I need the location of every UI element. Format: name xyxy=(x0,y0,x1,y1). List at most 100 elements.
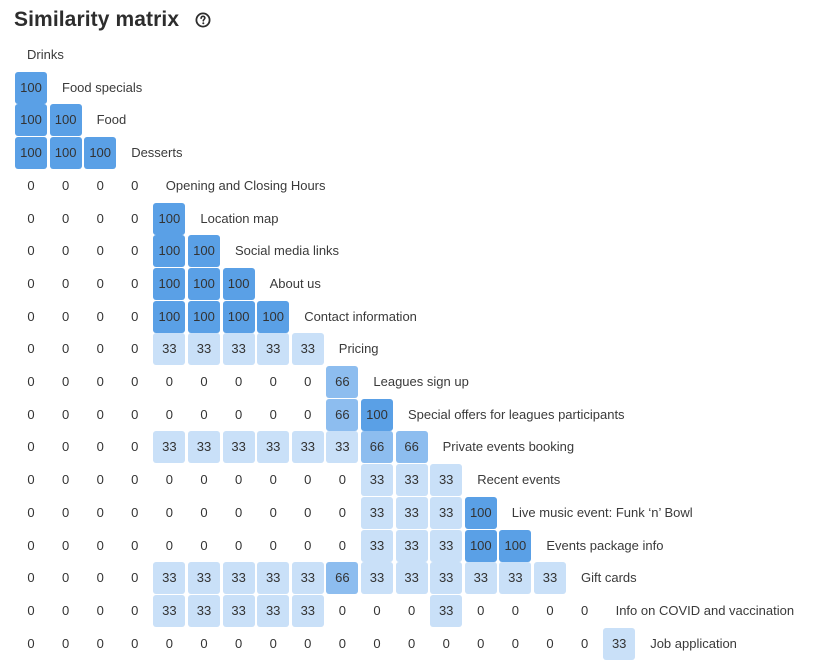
matrix-cell: 0 xyxy=(27,374,35,389)
matrix-cell: 0 xyxy=(131,602,139,618)
matrix-cell: 100 xyxy=(49,137,82,170)
matrix-cell: 0 xyxy=(165,504,173,520)
matrix-cell: 33 xyxy=(222,594,255,627)
matrix-cell: 66 xyxy=(326,398,359,431)
matrix-cell: 0 xyxy=(131,177,139,193)
row-label: Food specials xyxy=(62,79,143,95)
matrix-cell: 33 xyxy=(257,594,290,627)
matrix-cell: 0 xyxy=(511,635,519,651)
matrix-cell: 0 xyxy=(407,602,416,618)
matrix-cell: 0 xyxy=(269,406,277,422)
matrix-cell: 100 xyxy=(188,267,220,300)
matrix-cell: 0 xyxy=(165,472,173,488)
matrix-cell: 33 xyxy=(395,496,428,529)
matrix-cell: 0 xyxy=(96,177,104,193)
matrix-cell: 0 xyxy=(200,374,208,389)
matrix-cell: 0 xyxy=(96,504,104,520)
row-label: Private events booking xyxy=(442,439,575,455)
matrix-cell: 0 xyxy=(27,406,35,422)
question-circle-svg xyxy=(195,12,211,28)
question-circle-icon[interactable] xyxy=(195,12,211,28)
matrix-cell: 100 xyxy=(15,104,47,137)
row-label: Gift cards xyxy=(581,570,637,586)
matrix-cell: 33 xyxy=(153,333,186,366)
matrix-cell: 33 xyxy=(395,529,428,562)
matrix-cell: 0 xyxy=(61,635,70,651)
matrix-cell: 100 xyxy=(361,398,393,431)
matrix-cell: 0 xyxy=(61,308,70,324)
matrix-cell: 0 xyxy=(131,439,139,455)
matrix-cell: 33 xyxy=(430,594,463,627)
matrix-cell: 100 xyxy=(15,71,47,104)
matrix-cell: 0 xyxy=(131,635,139,651)
matrix-cell: 66 xyxy=(395,431,428,464)
matrix-cell: 0 xyxy=(546,635,554,651)
matrix-cell: 0 xyxy=(131,472,139,488)
matrix-cell: 0 xyxy=(269,374,277,389)
matrix-cell: 0 xyxy=(27,275,35,291)
row-label: Leagues sign up xyxy=(373,374,469,389)
matrix-cell: 0 xyxy=(96,635,104,651)
matrix-cell: 0 xyxy=(580,635,589,651)
matrix-cell: 0 xyxy=(338,635,346,651)
matrix-cell: 0 xyxy=(131,374,139,389)
matrix-cell: 100 xyxy=(84,137,117,170)
matrix-cell: 0 xyxy=(304,472,312,488)
matrix-cell: 0 xyxy=(131,537,139,553)
matrix-cell: 100 xyxy=(153,202,186,235)
row-label: Opening and Closing Hours xyxy=(165,177,326,193)
matrix-cell: 0 xyxy=(61,570,70,586)
matrix-cell: 100 xyxy=(15,137,47,170)
matrix-cell: 33 xyxy=(257,562,290,595)
matrix-cell: 0 xyxy=(27,341,35,357)
matrix-cell: 0 xyxy=(27,602,35,618)
row-label: Live music event: Funk ‘n’ Bowl xyxy=(511,504,693,520)
matrix-cell: 0 xyxy=(27,504,35,520)
matrix-cell: 0 xyxy=(304,635,312,651)
matrix-cell: 0 xyxy=(131,406,139,422)
matrix-cell: 0 xyxy=(165,537,173,553)
matrix-cell: 0 xyxy=(338,537,346,553)
matrix-cell: 33 xyxy=(257,431,290,464)
matrix-cell: 0 xyxy=(373,602,381,618)
matrix-cell: 33 xyxy=(291,594,324,627)
matrix-cell: 66 xyxy=(326,562,359,595)
matrix-cell: 0 xyxy=(165,406,173,422)
matrix-cell: 0 xyxy=(477,602,485,618)
matrix-cell: 33 xyxy=(222,431,255,464)
matrix-cell: 0 xyxy=(61,341,70,357)
matrix-cell: 0 xyxy=(131,504,139,520)
matrix-cell: 100 xyxy=(499,529,532,562)
matrix-cell: 0 xyxy=(96,570,104,586)
matrix-cell: 0 xyxy=(580,602,589,618)
row-label: Contact information xyxy=(304,308,417,324)
matrix-cell: 0 xyxy=(304,504,312,520)
matrix-cell: 33 xyxy=(291,431,324,464)
matrix-cell: 33 xyxy=(430,529,463,562)
matrix-cell: 0 xyxy=(61,504,70,520)
matrix-cell: 0 xyxy=(269,537,277,553)
matrix-cell: 0 xyxy=(96,308,104,324)
matrix-cell: 33 xyxy=(430,464,463,497)
matrix-cell: 0 xyxy=(304,537,312,553)
matrix-cell: 0 xyxy=(200,472,208,488)
row-label: Social media links xyxy=(235,243,340,259)
matrix-cell: 33 xyxy=(395,562,428,595)
row-label: About us xyxy=(269,275,321,291)
matrix-cell: 0 xyxy=(61,537,70,553)
matrix-cell: 100 xyxy=(153,300,186,333)
row-label: Special offers for leagues participants xyxy=(408,406,625,422)
matrix-cell: 0 xyxy=(234,537,243,553)
matrix-cell: 0 xyxy=(338,602,346,618)
matrix-cell: 0 xyxy=(61,374,70,389)
matrix-cell: 0 xyxy=(131,275,139,291)
matrix-cell: 66 xyxy=(326,366,359,398)
matrix-cell: 33 xyxy=(222,333,255,366)
matrix-cell: 0 xyxy=(546,602,554,618)
matrix-cell: 0 xyxy=(131,341,139,357)
matrix-cell: 100 xyxy=(222,300,255,333)
matrix-cell: 0 xyxy=(27,472,35,488)
matrix-cell: 0 xyxy=(27,635,35,651)
matrix-cell: 0 xyxy=(511,602,519,618)
